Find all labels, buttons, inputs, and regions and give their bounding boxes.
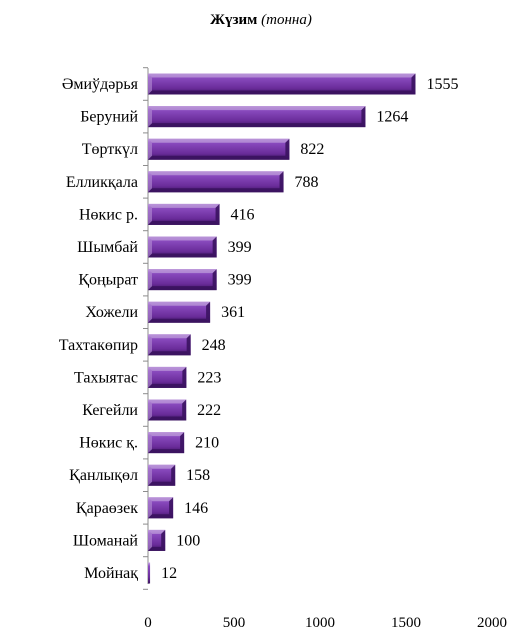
category-label: Қоңырат xyxy=(78,272,138,289)
bar-bevel xyxy=(148,351,191,355)
bar-bevel xyxy=(148,204,220,208)
bar-bevel xyxy=(148,449,184,453)
bar-bevel xyxy=(148,417,186,421)
bar-bevel xyxy=(148,384,186,388)
bar xyxy=(148,465,175,486)
x-tick-label: 2000 xyxy=(477,615,507,631)
category-label: Нөкис қ. xyxy=(79,435,138,452)
bar-bevel xyxy=(148,237,217,241)
bar-bevel xyxy=(148,302,210,306)
bar xyxy=(148,497,173,518)
bar-body xyxy=(148,563,150,584)
value-label: 822 xyxy=(300,141,324,158)
category-label: Хожели xyxy=(85,304,138,321)
bar-bevel xyxy=(148,188,284,192)
category-label: Төрткүл xyxy=(82,141,138,158)
category-label: Нөкис р. xyxy=(79,206,138,223)
bar-bevel xyxy=(148,171,284,175)
category-label: Мойнақ xyxy=(84,565,138,582)
x-tick-label: 1500 xyxy=(391,615,421,631)
bar-bevel xyxy=(148,91,415,95)
value-label: 158 xyxy=(186,467,210,484)
bar-bevel xyxy=(148,334,191,338)
bar-bevel xyxy=(148,269,217,273)
bar xyxy=(148,74,415,95)
bar xyxy=(148,367,186,388)
value-label: 210 xyxy=(195,435,219,452)
category-label: Қанлықөл xyxy=(69,467,138,484)
category-label: Әмиўдәрья xyxy=(62,76,139,93)
bar-bevel xyxy=(148,221,220,225)
bar-bevel xyxy=(148,156,289,160)
category-label: Қараөзек xyxy=(76,500,138,517)
bar-bevel xyxy=(148,432,184,436)
bar xyxy=(148,334,191,355)
bar xyxy=(148,269,217,290)
bar-bevel xyxy=(148,514,173,518)
category-label: Шымбай xyxy=(77,239,138,256)
bar-bevel xyxy=(148,367,186,371)
value-label: 399 xyxy=(228,239,252,256)
bar xyxy=(148,432,184,453)
bar-bevel xyxy=(148,123,365,127)
bar xyxy=(148,204,220,225)
bar xyxy=(148,237,217,258)
bar xyxy=(148,400,186,421)
value-label: 222 xyxy=(197,402,221,419)
category-label: Тахтакөпир xyxy=(59,337,138,354)
bar-bevel xyxy=(148,319,210,323)
bar-bevel xyxy=(148,497,173,501)
bar-bevel xyxy=(148,400,186,404)
bar-bevel xyxy=(148,465,175,469)
bar xyxy=(148,171,284,192)
bar-bevel xyxy=(148,74,415,78)
bar xyxy=(148,302,210,323)
bar-bevel xyxy=(148,482,175,486)
x-tick-label: 500 xyxy=(223,615,246,631)
bar-bevel xyxy=(148,254,217,258)
value-label: 248 xyxy=(202,337,226,354)
value-label: 100 xyxy=(176,532,200,549)
bar xyxy=(148,106,365,127)
bar-bevel xyxy=(148,286,217,290)
value-label: 416 xyxy=(231,206,255,223)
value-label: 1555 xyxy=(426,76,458,93)
value-label: 361 xyxy=(221,304,245,321)
chart-axes xyxy=(143,68,148,590)
x-tick-label: 0 xyxy=(144,615,152,631)
bar xyxy=(148,139,289,160)
bar-bevel xyxy=(148,106,365,110)
category-label: Елликқала xyxy=(66,174,138,191)
category-label: Тахыятас xyxy=(74,369,138,386)
value-label: 788 xyxy=(295,174,319,191)
bar xyxy=(148,530,165,551)
value-label: 223 xyxy=(197,369,221,386)
value-label: 12 xyxy=(161,565,177,582)
category-label: Шоманай xyxy=(73,532,139,549)
value-label: 399 xyxy=(228,272,252,289)
x-tick-label: 1000 xyxy=(305,615,335,631)
value-label: 1264 xyxy=(376,109,408,126)
bar xyxy=(148,563,150,584)
category-label: Беруний xyxy=(80,109,138,126)
category-label: Кегейли xyxy=(82,402,138,419)
value-label: 146 xyxy=(184,500,208,517)
bar-bevel xyxy=(148,139,289,143)
